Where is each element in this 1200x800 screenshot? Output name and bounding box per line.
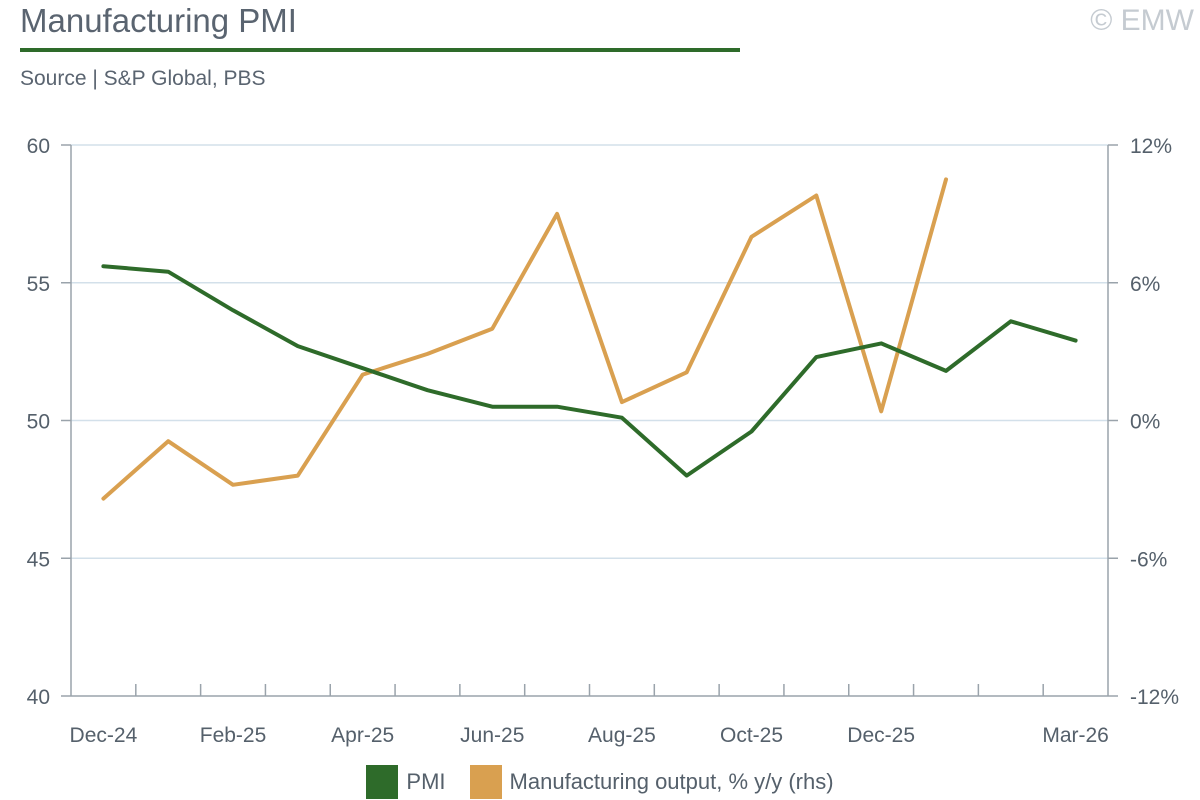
x-axis-tick-label: Oct-25 (720, 724, 783, 747)
copyright-mark: © EMW (1090, 4, 1194, 37)
legend-label-pmi: PMI (406, 769, 446, 794)
series-line-manufacturing-output (101, 177, 948, 501)
x-axis-tick-label: Mar-26 (1042, 724, 1109, 747)
x-axis-tick-label: Apr-25 (331, 724, 394, 747)
x-axis-tick-label: Jun-25 (460, 724, 524, 747)
legend-item-output: Manufacturing output, % y/y (rhs) (469, 765, 834, 799)
chart-title: Manufacturing PMI (20, 2, 297, 39)
right-axis-tick-label: 0% (1130, 411, 1160, 434)
left-axis-tick-label: 55 (27, 273, 50, 296)
right-axis-tick-label: -6% (1130, 548, 1167, 571)
right-axis-tick-label: -12% (1130, 686, 1179, 709)
chart-legend: PMI Manufacturing output, % y/y (rhs) (0, 764, 1200, 800)
x-axis-tick-label: Feb-25 (200, 724, 267, 747)
left-axis-tick-label: 45 (27, 548, 50, 571)
right-axis-tick-label: 12% (1130, 135, 1172, 158)
x-axis-tick-label: Dec-24 (70, 724, 138, 747)
legend-swatch-pmi (366, 765, 399, 799)
legend-swatch-output (469, 765, 502, 799)
x-axis-tick-label: Aug-25 (588, 724, 656, 747)
left-axis-tick-label: 60 (27, 135, 50, 158)
chart-source: Source | S&P Global, PBS (20, 67, 266, 90)
legend-label-output: Manufacturing output, % y/y (rhs) (509, 769, 834, 794)
title-underline (20, 48, 740, 52)
series-line-pmi (101, 264, 1078, 478)
x-axis-tick-label: Dec-25 (847, 724, 915, 747)
right-axis-tick-label: 6% (1130, 273, 1160, 296)
left-axis-tick-label: 40 (27, 686, 50, 709)
left-axis-tick-label: 50 (27, 411, 50, 434)
legend-item-pmi: PMI (366, 765, 446, 799)
